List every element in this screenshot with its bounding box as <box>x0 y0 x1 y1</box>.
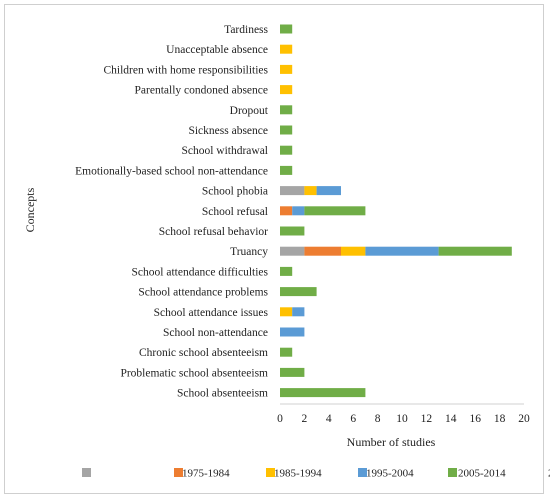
bar-school-refusal-1985-1994 <box>280 206 293 216</box>
category-label-school-attendance-issues: School attendance issues <box>154 307 269 319</box>
bar-school-refusal-2005-2014 <box>292 206 305 216</box>
bar-truancy-1995-2004 <box>341 246 366 256</box>
x-tick-14: 14 <box>445 413 457 425</box>
legend-swatch-1995-2004 <box>266 468 275 477</box>
legend-label-1975-1984: 1975-1984 <box>182 468 230 480</box>
x-tick-2: 2 <box>302 413 308 425</box>
bar-school-attendance-issues-2005-2014 <box>292 307 305 317</box>
legend-swatch-2005-2014 <box>358 468 367 477</box>
category-label-school-attendance-difficulties: School attendance difficulties <box>132 266 269 278</box>
x-tick-4: 4 <box>326 413 332 425</box>
bar-school-attendance-difficulties-2015-2023 <box>280 266 293 276</box>
x-tick-20: 20 <box>518 413 530 425</box>
legend: 1975-1984 1985-1994 1995-2004 2005-2014 2015… <box>82 468 550 480</box>
bar-dropout-2015-2023 <box>280 105 293 115</box>
y-axis-title: Concepts <box>23 187 37 232</box>
category-label-chronic-school-absenteeism: Chronic school absenteeism <box>139 347 268 359</box>
category-label-dropout: Dropout <box>230 105 269 117</box>
bar-school-phobia-1975-1984 <box>280 186 305 196</box>
x-tick-6: 6 <box>350 413 356 425</box>
x-tick-0: 0 <box>277 413 283 425</box>
legend-swatch-2015-2023 <box>448 468 457 477</box>
bar-school-phobia-1995-2004 <box>304 186 317 196</box>
category-label-truancy: Truancy <box>230 246 268 258</box>
legend-label-2015-2023: 2015-2023 <box>548 468 550 480</box>
bar-school-attendance-issues-1995-2004 <box>280 307 293 317</box>
bar-school-withdrawal-2015-2023 <box>280 145 293 155</box>
x-tick-12: 12 <box>421 413 433 425</box>
category-label-school-refusal-behavior: School refusal behavior <box>159 226 268 238</box>
category-label-parentally-condoned-absence: Parentally condoned absence <box>135 85 268 97</box>
bar-school-refusal-behavior-2015-2023 <box>280 226 305 236</box>
bar-school-non-attendance-2005-2014 <box>280 327 305 337</box>
bars-group <box>280 24 512 398</box>
bar-school-refusal-2015-2023 <box>304 206 366 216</box>
bar-problematic-school-absenteeism-2015-2023 <box>280 367 305 377</box>
x-axis-title: Number of studies <box>347 435 436 449</box>
bar-truancy-1985-1994 <box>304 246 341 256</box>
bar-emotionally-based-school-non-attendance-2015-2023 <box>280 165 293 175</box>
bar-school-absenteeism-2015-2023 <box>280 388 366 398</box>
bar-sickness-absence-2015-2023 <box>280 125 293 135</box>
category-label-sickness-absence: Sickness absence <box>188 125 268 137</box>
legend-swatch-1985-1994 <box>174 468 183 477</box>
bar-truancy-2015-2023 <box>438 246 512 256</box>
category-label-school-absenteeism: School absenteeism <box>177 388 268 400</box>
bar-truancy-1975-1984 <box>280 246 305 256</box>
category-label-children-with-home-responsibilities: Children with home responsibilities <box>104 64 269 76</box>
bar-truancy-2005-2014 <box>365 246 439 256</box>
bar-school-attendance-problems-2015-2023 <box>280 287 317 297</box>
category-label-school-non-attendance: School non-attendance <box>163 327 268 339</box>
category-labels: Tardiness Unacceptable absence Children wi… <box>75 24 269 400</box>
category-label-problematic-school-absenteeism: Problematic school absenteeism <box>120 367 268 379</box>
x-tick-18: 18 <box>494 413 506 425</box>
category-label-unacceptable-absence: Unacceptable absence <box>166 44 268 56</box>
legend-label-1985-1994: 1985-1994 <box>274 468 322 480</box>
x-tick-8: 8 <box>375 413 381 425</box>
category-label-school-phobia: School phobia <box>202 186 268 198</box>
category-label-tardiness: Tardiness <box>224 24 268 36</box>
category-label-school-attendance-problems: School attendance problems <box>138 287 268 299</box>
x-tick-labels: 0 2 4 6 8 10 12 14 16 18 20 <box>277 413 530 425</box>
x-tick-16: 16 <box>469 413 481 425</box>
category-label-school-withdrawal: School withdrawal <box>181 145 268 157</box>
bar-chronic-school-absenteeism-2015-2023 <box>280 347 293 357</box>
legend-label-1995-2004: 1995-2004 <box>366 468 414 480</box>
bar-children-with-home-responsibilities-1995-2004 <box>280 64 293 74</box>
bar-school-phobia-2005-2014 <box>316 186 341 196</box>
legend-label-2005-2014: 2005-2014 <box>458 468 506 480</box>
legend-swatch-1975-1984 <box>82 468 91 477</box>
x-tick-10: 10 <box>396 413 408 425</box>
bar-parentally-condoned-absence-1995-2004 <box>280 85 293 95</box>
category-label-emotionally-based-school-non-attendance: Emotionally-based school non-attendance <box>75 165 268 177</box>
bar-unacceptable-absence-1995-2004 <box>280 44 293 54</box>
bar-tardiness-2015-2023 <box>280 24 293 34</box>
category-label-school-refusal: School refusal <box>202 206 268 218</box>
